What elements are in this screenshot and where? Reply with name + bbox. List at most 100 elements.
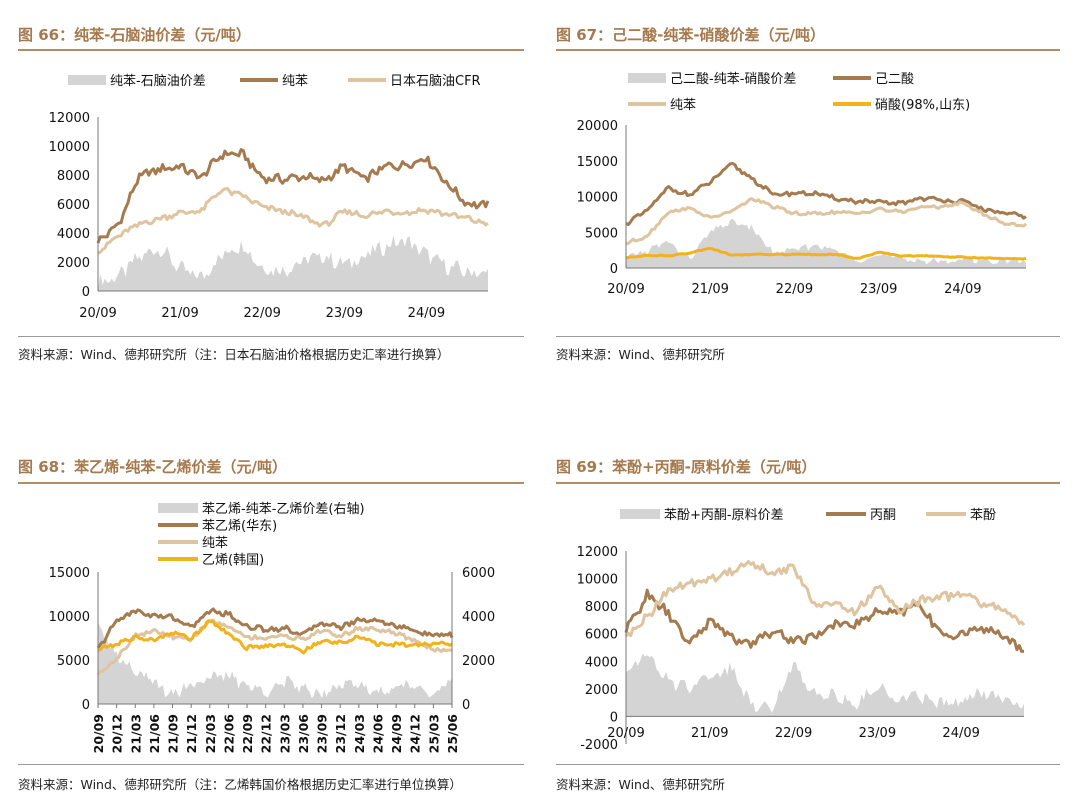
y-tick-label: 8000 [57, 169, 90, 184]
source-note: 资料来源：Wind、德邦研究所 [556, 777, 725, 792]
source-note: 资料来源：Wind、德邦研究所（注：乙烯韩国价格根据历史汇率进行单位换算） [18, 777, 462, 792]
chart-66: 0 2000 4000 6000 8000 10000 12000 20/09 21/09 22/… [49, 74, 490, 321]
legend-label: 己二酸-纯苯-硝酸价差 [670, 72, 796, 87]
series-line-2 [96, 618, 453, 676]
title-rule [556, 482, 1060, 484]
legend-label: 日本石脑油CFR [390, 74, 481, 89]
x-tick-label: 24/06 [370, 714, 385, 754]
series-line-2 [625, 197, 1028, 246]
x-tick-label: 21/03 [128, 714, 143, 753]
y-tick-label: 4000 [57, 227, 90, 242]
source-note: 资料来源：Wind、德邦研究所 [556, 347, 725, 362]
y2-tick-label: 4000 [462, 610, 495, 625]
y-tick-label: 10000 [577, 191, 618, 206]
chart-67: 0 5000 10000 15000 20000 20/09 21/09 22/09 23/09… [577, 72, 1028, 297]
title-rule [18, 482, 524, 484]
y-tick-label: 10000 [49, 140, 90, 155]
panel-66: 图 66：纯苯-石脑油价差（元/吨） 0 2000 4000 6000 8000 1000… [18, 0, 526, 380]
series-line-3 [97, 619, 453, 655]
y-tick-label: 0 [82, 698, 90, 713]
legend-label: 苯酚 [970, 508, 996, 523]
legend-swatch-area [620, 509, 660, 519]
footer-rule [556, 336, 1060, 337]
legend-swatch-area [628, 73, 666, 83]
x-tick-label: 20/09 [607, 282, 644, 297]
x-tick-label: 22/09 [243, 306, 280, 321]
series-area-0 [98, 621, 452, 704]
legend-label: 苯酚+丙酮-原料价差 [664, 508, 784, 523]
x-tick-label: 24/09 [408, 306, 445, 321]
panel-title: 图 68：苯乙烯-纯苯-乙烯价差（元/吨） [18, 458, 288, 476]
x-tick-label: 20/09 [607, 726, 644, 741]
x-tick-label: 20/09 [79, 306, 116, 321]
x-tick-label: 23/09 [859, 726, 896, 741]
x-tick-label: 21/09 [691, 282, 728, 297]
legend-label: 己二酸 [875, 72, 914, 87]
y-tick-label: 8000 [585, 600, 618, 615]
legend-label: 纯苯 [670, 98, 696, 113]
panel-67: 图 67：己二酸-纯苯-硝酸价差（元/吨） 0 5000 10000 15000 200… [556, 0, 1062, 380]
y-tick-label: 6000 [57, 198, 90, 213]
y-tick-label: 10000 [577, 573, 618, 588]
y2-tick-label: 6000 [462, 566, 495, 581]
panel-title: 图 67：己二酸-纯苯-硝酸价差（元/吨） [556, 26, 826, 44]
x-tick-label: 22/12 [259, 714, 274, 753]
y-tick-label: 12000 [577, 545, 618, 560]
legend-label: 硝酸(98%,山东) [875, 98, 970, 113]
y-tick-label: 0 [610, 262, 618, 277]
x-tick-label: 21/09 [161, 306, 198, 321]
series-line-1 [96, 148, 490, 244]
y-tick-label: 5000 [57, 654, 90, 669]
x-tick-label: 21/09 [166, 714, 181, 753]
x-tick-label: 21/12 [184, 714, 199, 753]
legend-swatch-area [158, 503, 198, 513]
x-tick-label: 25/06 [445, 714, 460, 754]
series-line-3 [625, 246, 1027, 261]
legend-label: 纯苯-石脑油价差 [110, 74, 206, 89]
footer-rule [18, 764, 524, 765]
x-tick-label: 20/09 [91, 714, 106, 753]
legend-swatch-area [68, 75, 106, 85]
y-tick-label: 4000 [585, 655, 618, 670]
series-line-2 [624, 560, 1026, 638]
series-area-0 [98, 235, 488, 291]
panel-68: 图 68：苯乙烯-纯苯-乙烯价差（元/吨） 0 5000 10000 15000 0 20… [18, 430, 526, 805]
y-tick-label: 6000 [585, 628, 618, 643]
x-tick-label: 23/09 [860, 282, 897, 297]
y-tick-label: 20000 [577, 119, 618, 134]
footer-rule [18, 336, 524, 337]
series-area-0 [626, 218, 1026, 268]
x-tick-label: 24/09 [389, 714, 404, 753]
series-line-2 [97, 186, 489, 255]
x-tick-label: 24/09 [944, 282, 981, 297]
series-area-0 [626, 653, 1024, 717]
y-tick-label: 2000 [57, 256, 90, 271]
panel-69: 图 69：苯酚+丙酮-原料价差（元/吨） -2000 0 2000 4000 6000 8… [556, 430, 1062, 805]
x-tick-label: 21/09 [691, 726, 728, 741]
title-rule [556, 49, 1060, 51]
x-tick-label: 21/06 [147, 714, 162, 754]
legend-label: 纯苯 [282, 74, 308, 89]
y-tick-label: -2000 [580, 738, 618, 753]
y2-tick-label: 0 [462, 698, 470, 713]
legend-label: 乙烯(韩国) [202, 553, 264, 568]
y-tick-label: 15000 [577, 155, 618, 170]
source-note: 资料来源：Wind、德邦研究所（注：日本石脑油价格根据历史汇率进行换算） [18, 347, 450, 362]
x-tick-label: 22/03 [203, 714, 218, 753]
x-tick-label: 24/09 [942, 726, 979, 741]
y-tick-label: 15000 [49, 566, 90, 581]
x-tick-label: 23/09 [326, 306, 363, 321]
legend-label: 丙酮 [870, 508, 896, 523]
title-rule [18, 49, 524, 51]
x-tick-label: 23/12 [333, 714, 348, 753]
x-tick-label: 23/06 [296, 714, 311, 754]
chart-69: -2000 0 2000 4000 6000 8000 10000 12000 20/09 21/… [577, 508, 1026, 753]
y-tick-label: 10000 [49, 610, 90, 625]
y-tick-label: 0 [82, 285, 90, 300]
panel-title: 图 69：苯酚+丙酮-原料价差（元/吨） [556, 458, 817, 476]
y-tick-label: 0 [610, 710, 618, 725]
x-tick-label: 22/09 [240, 714, 255, 753]
x-tick-label: 22/09 [776, 282, 813, 297]
legend-label: 纯苯 [202, 536, 228, 551]
x-tick-label: 25/03 [426, 714, 441, 753]
